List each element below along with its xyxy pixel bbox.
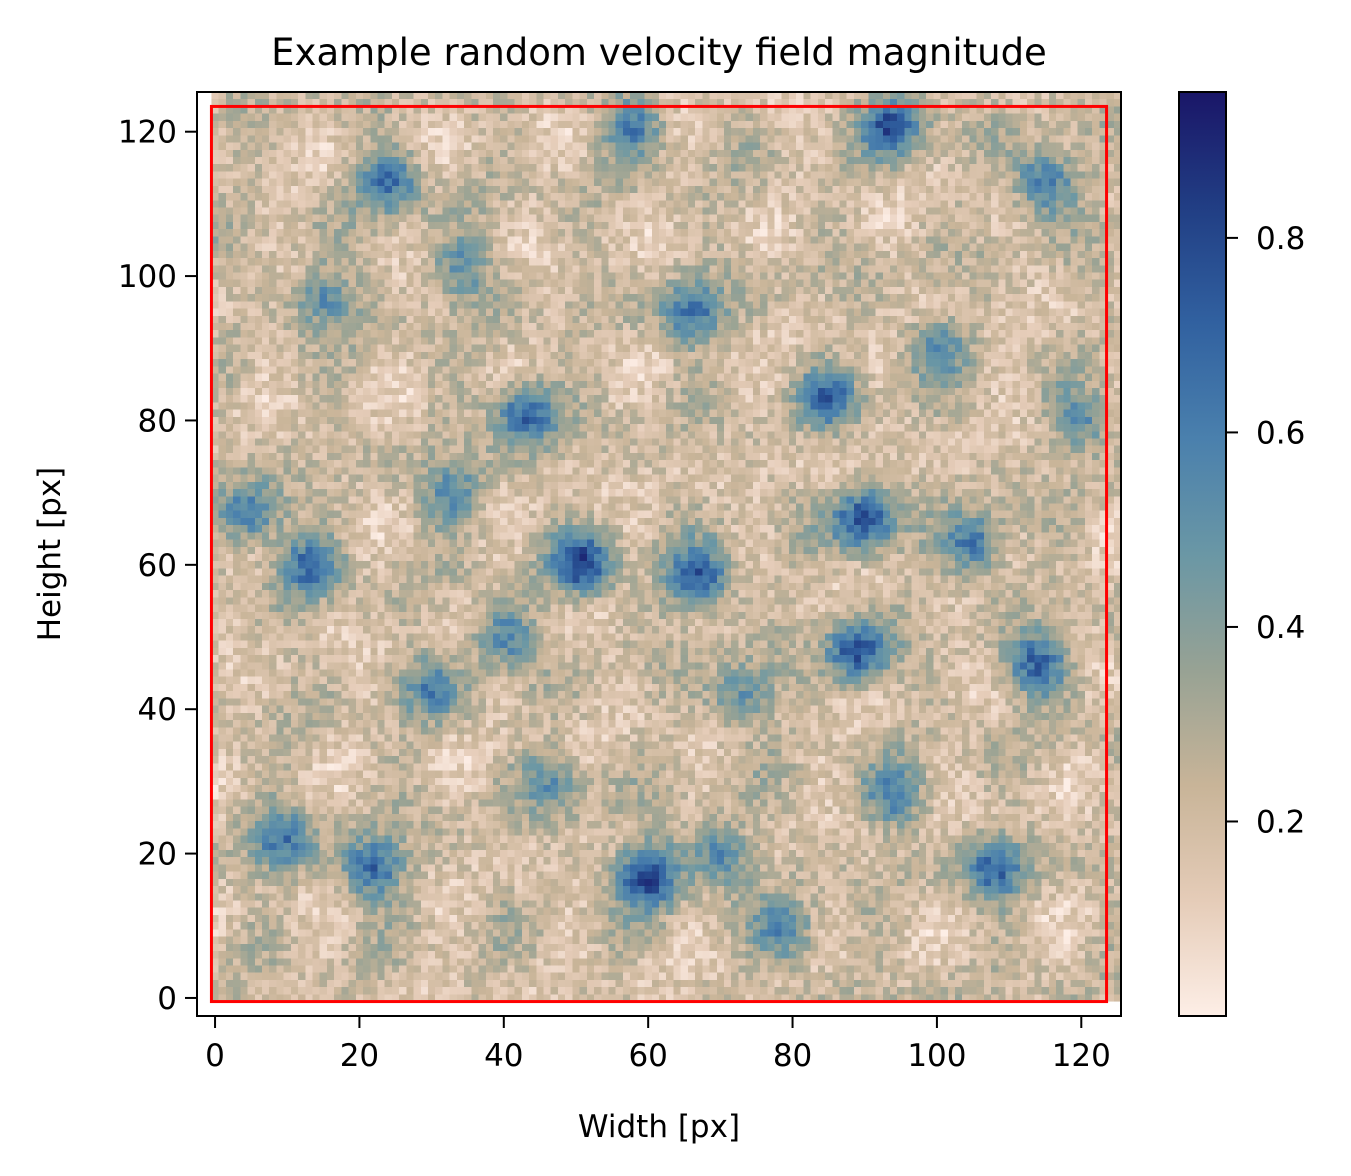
y-axis: 0 20 40 60 80 100 120 (118, 115, 197, 1017)
y-tick-label: 20 (138, 837, 177, 873)
x-tick-label: 0 (205, 1038, 225, 1074)
y-axis-label: Height [px] (32, 467, 68, 642)
colorbar-gradient (1179, 92, 1226, 1016)
x-axis-label: Width [px] (578, 1109, 740, 1145)
plot-frame (196, 91, 1122, 1017)
x-tick-label: 80 (773, 1038, 812, 1074)
y-tick-label: 120 (118, 115, 177, 151)
x-tick-label: 20 (340, 1038, 379, 1074)
colorbar: 0.2 0.4 0.6 0.8 (1178, 91, 1305, 1017)
annotation-rectangle (209, 104, 1109, 1004)
colorbar-tick-label: 0.2 (1256, 804, 1305, 840)
heatmap (211, 92, 1121, 1002)
y-tick-label: 40 (138, 692, 177, 728)
colorbar-ticks: 0.2 0.4 0.6 0.8 (1226, 221, 1305, 840)
y-tick-label: 0 (157, 981, 177, 1017)
x-tick-label: 40 (484, 1038, 523, 1074)
heatmap-image (211, 92, 1121, 1002)
x-tick-label: 120 (1052, 1038, 1111, 1074)
y-tick-label: 60 (138, 548, 177, 584)
chart-title: Example random velocity field magnitude (271, 31, 1047, 74)
x-tick-label: 100 (907, 1038, 966, 1074)
colorbar-tick-label: 0.6 (1256, 415, 1305, 451)
x-tick-label: 60 (628, 1038, 667, 1074)
colorbar-tick-label: 0.4 (1256, 610, 1305, 646)
y-tick-label: 100 (118, 259, 177, 295)
colorbar-frame (1178, 91, 1227, 1017)
x-axis: 0 20 40 60 80 100 120 (205, 1016, 1111, 1074)
y-tick-label: 80 (138, 403, 177, 439)
colorbar-tick-label: 0.8 (1256, 221, 1305, 257)
